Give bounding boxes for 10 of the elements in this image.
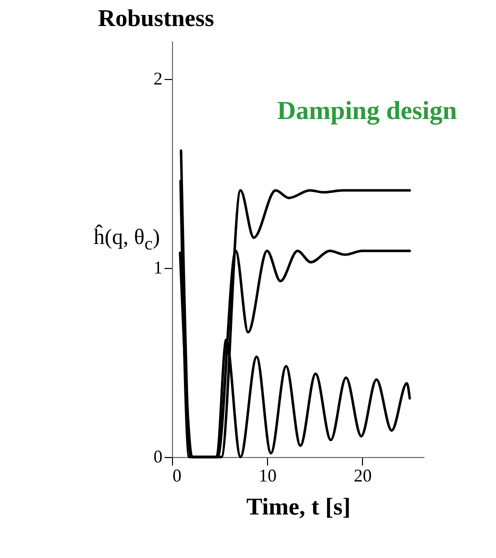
x-tick-label: 20 xyxy=(354,466,372,486)
x-tick-label: 0 xyxy=(172,466,182,486)
y-tick-label: 1 xyxy=(154,257,162,278)
chart-title: Robustness xyxy=(98,6,214,32)
y-axis-title: ĥ(q, θ$_{c}$) xyxy=(92,223,160,256)
y-tick-label: 2 xyxy=(154,68,162,88)
x-axis-title: Time, t [s] xyxy=(246,494,351,520)
annotation: Damping design xyxy=(277,96,458,125)
x-tick-label: 10 xyxy=(258,466,277,486)
y-tick-label: 0 xyxy=(154,446,162,466)
